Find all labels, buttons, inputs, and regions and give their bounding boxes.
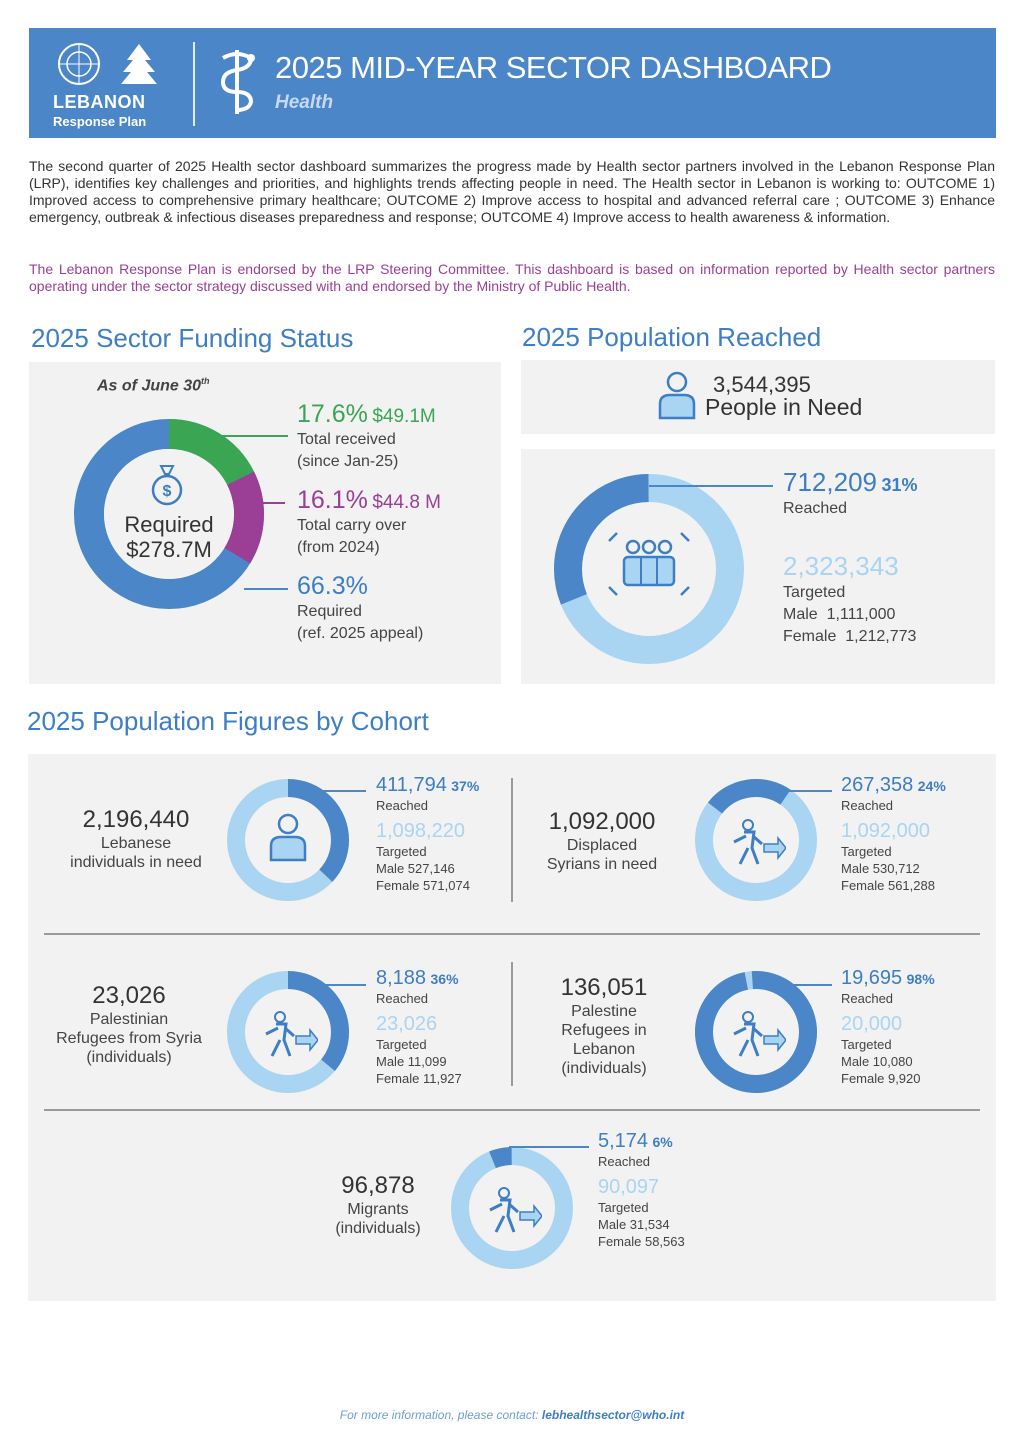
pin-panel: 3,544,395 People in Need — [521, 360, 995, 434]
as-of-date: As of June 30th — [97, 376, 210, 395]
reached-figure: 712,209 31% Reached — [783, 467, 918, 517]
footer-contact: For more information, please contact: le… — [339, 1408, 685, 1422]
carryover-leader-line — [259, 502, 285, 504]
cohorts-section-title: 2025 Population Figures by Cohort — [27, 706, 429, 736]
group-people-icon — [608, 532, 690, 596]
received-block: 17.6% $49.1M Total received (since Jan-2… — [297, 400, 436, 470]
funding-donut — [74, 419, 264, 609]
pin-label: People in Need — [705, 394, 863, 420]
header-banner: LEBANON Response Plan 2025 MID-YEAR SECT… — [29, 28, 996, 138]
caduceus-icon — [220, 50, 255, 114]
cohort-syrians-donut — [695, 779, 817, 901]
header-divider — [193, 42, 195, 126]
reached-section-title: 2025 Population Reached — [522, 322, 822, 352]
cohort-migrants-label: 96,878 Migrants (individuals) — [335, 1172, 421, 1237]
cohort-syrians-figures: 267,358 24% Reached 1,092,000 Targeted M… — [841, 774, 946, 893]
required-block: 66.3% Required (ref. 2025 appeal) — [297, 572, 424, 642]
cohort-prs-label: 23,026 Palestinian Refugees from Syria (… — [56, 982, 202, 1066]
intro-paragraph: The second quarter of 2025 Health sector… — [29, 158, 995, 225]
money-bag-icon: $ — [151, 465, 183, 506]
logo-subtitle: Response Plan — [53, 114, 147, 129]
cohort-prs-figures: 8,188 36% Reached 23,026 Targeted Male 1… — [376, 967, 462, 1086]
received-leader-line — [204, 435, 288, 437]
un-emblem-icon — [58, 43, 157, 85]
displaced-person-icon — [733, 819, 786, 865]
required-leader-line — [244, 588, 288, 590]
cohort-divider-h1 — [44, 933, 980, 935]
cohort-migrants-donut — [451, 1147, 573, 1269]
reached-leader-line — [649, 485, 773, 487]
contact-email-link[interactable]: lebhealthsector@who.int — [541, 1408, 685, 1422]
pin-value: 3,544,395 — [713, 372, 811, 397]
person-icon — [269, 813, 307, 862]
leader-line — [766, 790, 832, 792]
reached-panel: 712,209 31% Reached 2,323,343 Targeted M… — [521, 449, 995, 684]
cohort-lebanese-donut — [227, 779, 349, 901]
funding-section-title: 2025 Sector Funding Status — [31, 323, 354, 353]
dashboard-title: 2025 MID-YEAR SECTOR DASHBOARD — [275, 50, 832, 85]
cohort-divider-h2 — [44, 1109, 980, 1111]
leader-line — [298, 790, 366, 792]
cohort-prs-donut — [227, 971, 349, 1093]
endorsement-note: The Lebanon Response Plan is endorsed by… — [29, 261, 995, 294]
cohort-prl-donut — [695, 971, 817, 1093]
person-icon — [658, 371, 696, 420]
svg-text:$: $ — [163, 483, 172, 500]
logo-word: LEBANON — [53, 92, 146, 112]
displaced-person-icon — [733, 1011, 786, 1057]
cohort-syrians-label: 1,092,000 Displaced Syrians in need — [546, 808, 658, 873]
displaced-person-icon — [265, 1011, 318, 1057]
displaced-person-icon — [489, 1187, 542, 1233]
lrp-logo: LEBANON Response Plan — [51, 40, 171, 129]
cohort-prl-label: 136,051 Palestine Refugees in Lebanon (i… — [560, 974, 648, 1077]
cohort-prl-figures: 19,695 98% Reached 20,000 Targeted Male … — [841, 967, 935, 1086]
donut-center-label: Required $278.7M — [124, 512, 214, 562]
cohort-migrants-figures: 5,174 6% Reached 90,097 Targeted Male 31… — [598, 1130, 685, 1249]
leader-line — [509, 1146, 589, 1148]
cohort-lebanese-label: 2,196,440 Lebanese individuals in need — [70, 806, 202, 871]
cohorts-panel: 2,196,440 Lebanese individuals in need 4… — [28, 754, 996, 1301]
carryover-arc — [74, 419, 264, 609]
carryover-block: 16.1% $44.8 M Total carry over (from 202… — [297, 486, 441, 556]
targeted-figure: 2,323,343 Targeted Male 1,111,000 Female… — [783, 551, 917, 645]
reached-donut — [554, 474, 744, 664]
cohort-divider-v2 — [511, 962, 513, 1086]
cohort-lebanese-figures: 411,794 37% Reached 1,098,220 Targeted M… — [376, 774, 480, 893]
sector-subtitle: Health — [275, 92, 334, 113]
received-arc — [74, 419, 264, 609]
leader-line — [298, 984, 366, 986]
cohort-divider-v1 — [511, 778, 513, 902]
leader-line — [509, 1146, 511, 1164]
funding-panel: As of June 30th $ Required $278.7M 17.6%… — [29, 362, 501, 684]
leader-line — [766, 984, 832, 986]
